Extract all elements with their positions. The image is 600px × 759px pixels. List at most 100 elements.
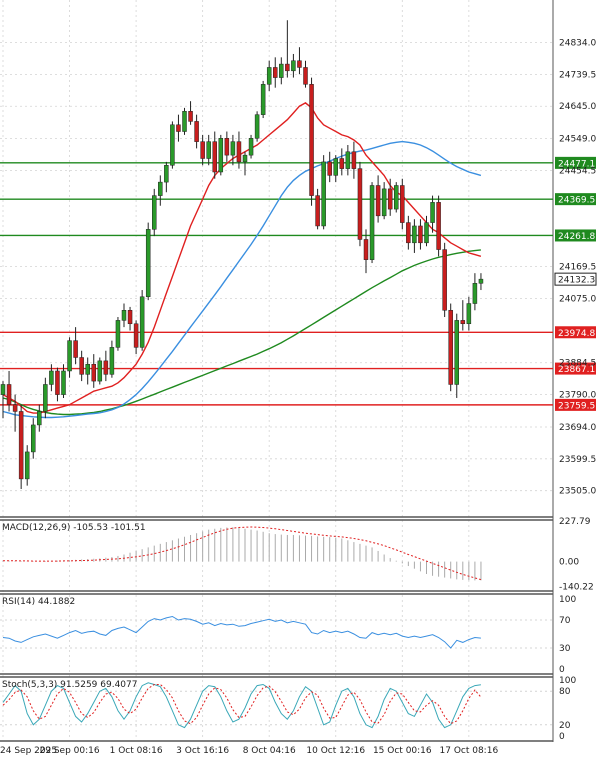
price-tick-4: 24454.5: [559, 166, 596, 176]
price-tick-3: 24549.0: [559, 135, 596, 145]
candle-73: [442, 242, 447, 318]
candle-body-79: [478, 278, 484, 284]
candle-body-25: [152, 195, 157, 230]
candle-24: [145, 222, 151, 301]
candle-body-28: [170, 124, 175, 166]
candle-40: [242, 151, 248, 176]
level-tag-1: [555, 193, 596, 206]
candle-body-32: [194, 121, 199, 142]
candle-body-68: [412, 225, 417, 244]
candle-20: [121, 303, 127, 328]
level-label-0: 24477.1: [558, 159, 595, 169]
rsi-line: [2, 615, 481, 649]
candle-10: [61, 364, 66, 398]
candle-25: [152, 188, 157, 237]
candle-body-60: [363, 239, 369, 260]
candle-3: [18, 404, 24, 490]
candle-body-64: [387, 188, 393, 210]
candle-body-8: [49, 370, 54, 385]
candle-21: [127, 306, 133, 331]
candle-body-40: [242, 154, 248, 163]
candle-body-71: [430, 202, 435, 223]
candle-56: [339, 148, 345, 176]
candle-body-36: [218, 138, 224, 173]
candle-body-29: [176, 124, 181, 132]
candle-body-45: [273, 67, 278, 78]
level-tag-0: [555, 156, 596, 169]
candle-23: [139, 290, 145, 351]
level-tag-3: [555, 326, 596, 339]
candle-42: [254, 111, 260, 142]
candle-71: [430, 195, 435, 233]
price-tick-6: 24075.0: [559, 294, 596, 304]
candle-52: [315, 188, 320, 230]
candle-60: [363, 229, 369, 274]
time-tick-3: 3 Oct 16:16: [176, 746, 229, 756]
candle-body-61: [369, 185, 375, 260]
candle-body-69: [418, 225, 423, 244]
candle-body-44: [266, 67, 272, 85]
candle-31: [188, 101, 193, 125]
candle-32: [194, 114, 199, 149]
candle-body-31: [188, 111, 193, 122]
candle-body-17: [103, 360, 109, 375]
candle-body-35: [212, 141, 217, 173]
macd-label: MACD(12,26,9) -105.53 -101.51: [2, 523, 146, 533]
candle-49: [297, 47, 302, 75]
candle-61: [369, 182, 375, 264]
candle-75: [454, 313, 459, 398]
candle-13: [79, 350, 84, 382]
candle-14: [85, 357, 90, 385]
stoch-tick-2: 20: [559, 721, 571, 731]
candle-body-72: [436, 202, 441, 250]
price-levels: 24477.1 24369.5 24261.8 23974.8 23867.1 23759…: [0, 156, 596, 411]
candle-57: [345, 145, 351, 176]
labels: MACD(12,26,9) -105.53 -101.51 RSI(14) 44.…: [0, 523, 498, 756]
candle-48: [291, 53, 296, 78]
candle-22: [133, 320, 139, 355]
candle-body-74: [448, 310, 453, 385]
candle-34: [206, 134, 211, 166]
stoch-k-line: [2, 682, 481, 729]
candle-body-39: [236, 141, 242, 163]
candle-body-11: [67, 340, 72, 372]
candle-body-0: [0, 384, 6, 395]
candle-body-52: [315, 195, 320, 227]
macd-tick-2: -140.22: [559, 582, 594, 592]
grid-layer: [0, 0, 554, 742]
candle-body-63: [381, 188, 387, 217]
candle-body-5: [31, 424, 36, 453]
candle-body-48: [291, 60, 296, 72]
candle-body-20: [121, 310, 127, 321]
time-tick-7: 17 Oct 08:16: [440, 746, 499, 756]
macd-tick-0: 227.79: [559, 517, 591, 527]
stoch-tick-3: 0: [559, 732, 565, 742]
candle-37: [224, 131, 230, 162]
candle-body-18: [109, 347, 115, 375]
candle-body-66: [400, 185, 405, 223]
candle-body-4: [24, 451, 30, 480]
candle-body-37: [224, 138, 230, 156]
candle-26: [158, 175, 163, 206]
candle-body-77: [466, 303, 472, 325]
candle-body-76: [460, 320, 466, 325]
stoch-label: Stoch(5,3,3) 91.5259 69.4077: [2, 680, 137, 690]
candle-29: [176, 114, 181, 142]
candle-35: [212, 131, 217, 179]
candle-body-2: [12, 404, 18, 412]
candle-body-42: [254, 114, 260, 139]
candle-54: [327, 151, 332, 183]
level-tag-5: [555, 398, 596, 411]
indicators: [2, 526, 482, 729]
candle-body-67: [406, 222, 411, 244]
price-tick-7: 23884.5: [559, 359, 596, 369]
candle-body-50: [303, 67, 308, 85]
stoch-tick-1: 80: [559, 687, 571, 697]
candle-body-13: [79, 357, 84, 375]
time-tick-4: 8 Oct 04:16: [243, 746, 296, 756]
candle-70: [424, 215, 429, 247]
candle-body-12: [73, 340, 78, 358]
time-tick-0: 24 Sep 2025: [0, 746, 57, 756]
candle-33: [200, 134, 205, 166]
candle-53: [321, 155, 326, 230]
